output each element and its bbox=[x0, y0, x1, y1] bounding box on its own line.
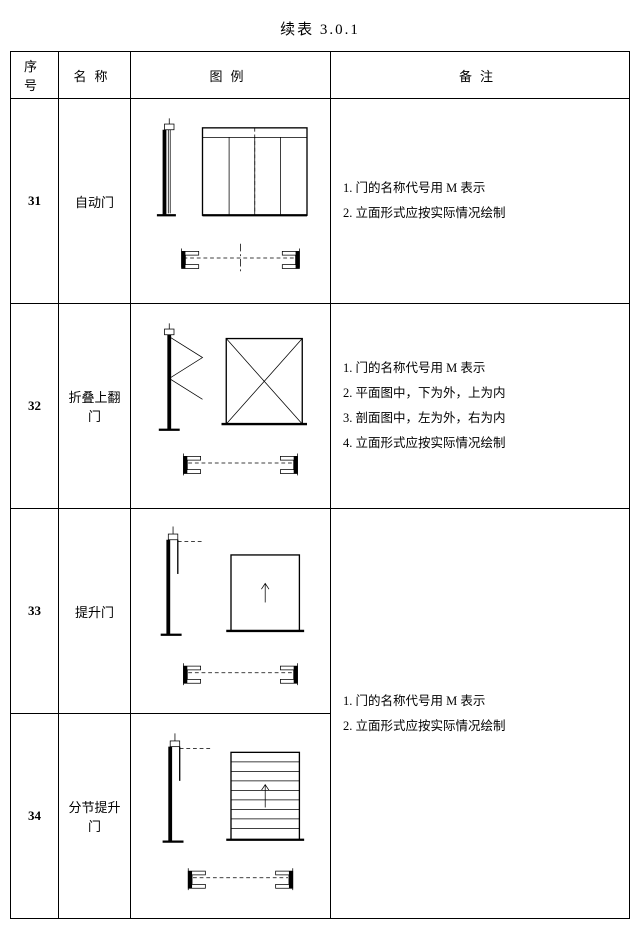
note-line: 1. 门的名称代号用 M 表示 bbox=[343, 356, 625, 381]
page-title: 续表 3.0.1 bbox=[10, 18, 630, 39]
cell-notes-merged: 1. 门的名称代号用 M 表示 2. 立面形式应按实际情况绘制 bbox=[331, 509, 630, 919]
hdr-notes: 备注 bbox=[331, 52, 630, 99]
hdr-seq: 序号 bbox=[11, 52, 59, 99]
cell-notes: 1. 门的名称代号用 M 表示 2. 立面形式应按实际情况绘制 bbox=[331, 99, 630, 304]
hdr-legend: 图例 bbox=[131, 52, 331, 99]
table-row: 33 提升门 bbox=[11, 509, 630, 714]
legend-33-svg bbox=[136, 518, 326, 704]
cell-name: 分节提升门 bbox=[59, 714, 131, 919]
note-line: 3. 剖面图中，左为外，右为内 bbox=[343, 406, 625, 431]
legend-31-svg bbox=[136, 108, 326, 294]
cell-name: 提升门 bbox=[59, 509, 131, 714]
legend-table: 序号 名称 图例 备注 31 自动门 bbox=[10, 51, 630, 919]
table-row: 31 自动门 bbox=[11, 99, 630, 304]
header-row: 序号 名称 图例 备注 bbox=[11, 52, 630, 99]
cell-notes: 1. 门的名称代号用 M 表示 2. 平面图中，下为外，上为内 3. 剖面图中，… bbox=[331, 304, 630, 509]
legend-34-svg bbox=[136, 723, 326, 909]
cell-legend bbox=[131, 99, 331, 304]
cell-legend bbox=[131, 304, 331, 509]
table-row: 32 折叠上翻门 bbox=[11, 304, 630, 509]
note-line: 2. 立面形式应按实际情况绘制 bbox=[343, 201, 625, 226]
cell-seq: 34 bbox=[11, 714, 59, 919]
cell-name: 折叠上翻门 bbox=[59, 304, 131, 509]
note-line: 4. 立面形式应按实际情况绘制 bbox=[343, 431, 625, 456]
note-line: 1. 门的名称代号用 M 表示 bbox=[343, 689, 625, 714]
legend-32-svg bbox=[136, 313, 326, 499]
cell-legend bbox=[131, 714, 331, 919]
cell-seq: 33 bbox=[11, 509, 59, 714]
cell-name: 自动门 bbox=[59, 99, 131, 304]
cell-seq: 32 bbox=[11, 304, 59, 509]
cell-seq: 31 bbox=[11, 99, 59, 304]
note-line: 2. 立面形式应按实际情况绘制 bbox=[343, 714, 625, 739]
note-line: 2. 平面图中，下为外，上为内 bbox=[343, 381, 625, 406]
hdr-name: 名称 bbox=[59, 52, 131, 99]
cell-legend bbox=[131, 509, 331, 714]
note-line: 1. 门的名称代号用 M 表示 bbox=[343, 176, 625, 201]
